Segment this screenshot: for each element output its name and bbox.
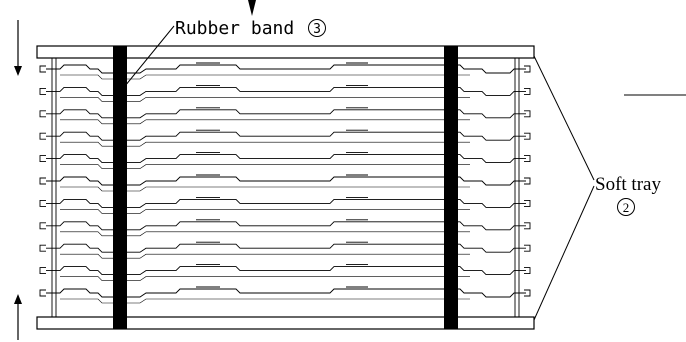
top-wedge-mark (248, 0, 256, 16)
top-cover-plate (36, 45, 535, 59)
soft-tray-label: Soft tray (595, 174, 661, 195)
soft-tray-leaders (533, 55, 595, 321)
bottom-arrow (14, 294, 22, 340)
rubber-band-right (444, 46, 458, 329)
rubber-band-number-badge: 3 (308, 19, 326, 37)
bottom-cover-plate (36, 316, 535, 330)
soft-tray-number-badge: 2 (617, 198, 635, 216)
end-frame-lines (51, 58, 520, 317)
rubber-band-left (113, 46, 127, 329)
rubber-band-number: 3 (313, 22, 321, 37)
rubber-band-label: Rubber band (175, 18, 294, 39)
rubber-band-leader (124, 25, 175, 87)
soft-tray (39, 174, 531, 192)
soft-tray-number: 2 (623, 200, 630, 215)
top-arrow (14, 20, 22, 76)
